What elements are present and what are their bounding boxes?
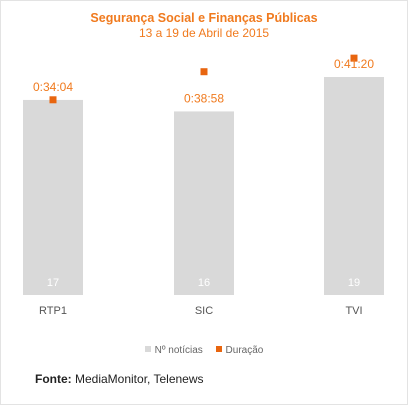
bar-value-label-sic: 16 xyxy=(198,277,210,289)
bar-rtp1 xyxy=(23,99,83,296)
bar-value-label-tvi: 19 xyxy=(348,277,360,289)
category-label-tvi: TVI xyxy=(345,305,362,317)
legend-swatch-noticias xyxy=(144,346,151,352)
category-label-sic: SIC xyxy=(195,305,213,317)
chart-subtitle: 13 a 19 de Abril de 2015 xyxy=(138,26,270,40)
bar-sic xyxy=(174,111,234,295)
chart-legend: Nº notícias Duração xyxy=(0,345,408,356)
category-label-rtp1: RTP1 xyxy=(39,305,67,317)
source-text: MediaMonitor, Telenews xyxy=(71,372,204,386)
duration-label-tvi: 0:41:20 xyxy=(334,57,374,71)
chart-title: Segurança Social e Finanças Públicas xyxy=(90,11,318,25)
legend-item-duracao: Duração xyxy=(215,345,264,356)
chart-plot: 17 0:34:04 RTP1 16 0:38:58 SIC 19 0:41:20 TVI xyxy=(23,54,384,317)
legend-swatch-duracao xyxy=(215,346,222,352)
source-label: Fonte: xyxy=(35,372,72,386)
legend-item-noticias: Nº notícias xyxy=(144,345,203,356)
legend-label-noticias: Nº notícias xyxy=(154,345,203,356)
duration-marker-rtp1 xyxy=(49,96,57,104)
bar-value-label-rtp1: 17 xyxy=(47,277,59,289)
bar-tvi xyxy=(324,77,384,295)
duration-marker-sic xyxy=(200,68,208,76)
duration-label-sic: 0:38:58 xyxy=(184,91,224,105)
legend-label-duracao: Duração xyxy=(225,345,264,356)
duration-label-rtp1: 0:34:04 xyxy=(33,80,73,94)
source-note: Fonte: MediaMonitor, Telenews xyxy=(35,372,204,386)
duration-marker-tvi xyxy=(350,54,358,62)
